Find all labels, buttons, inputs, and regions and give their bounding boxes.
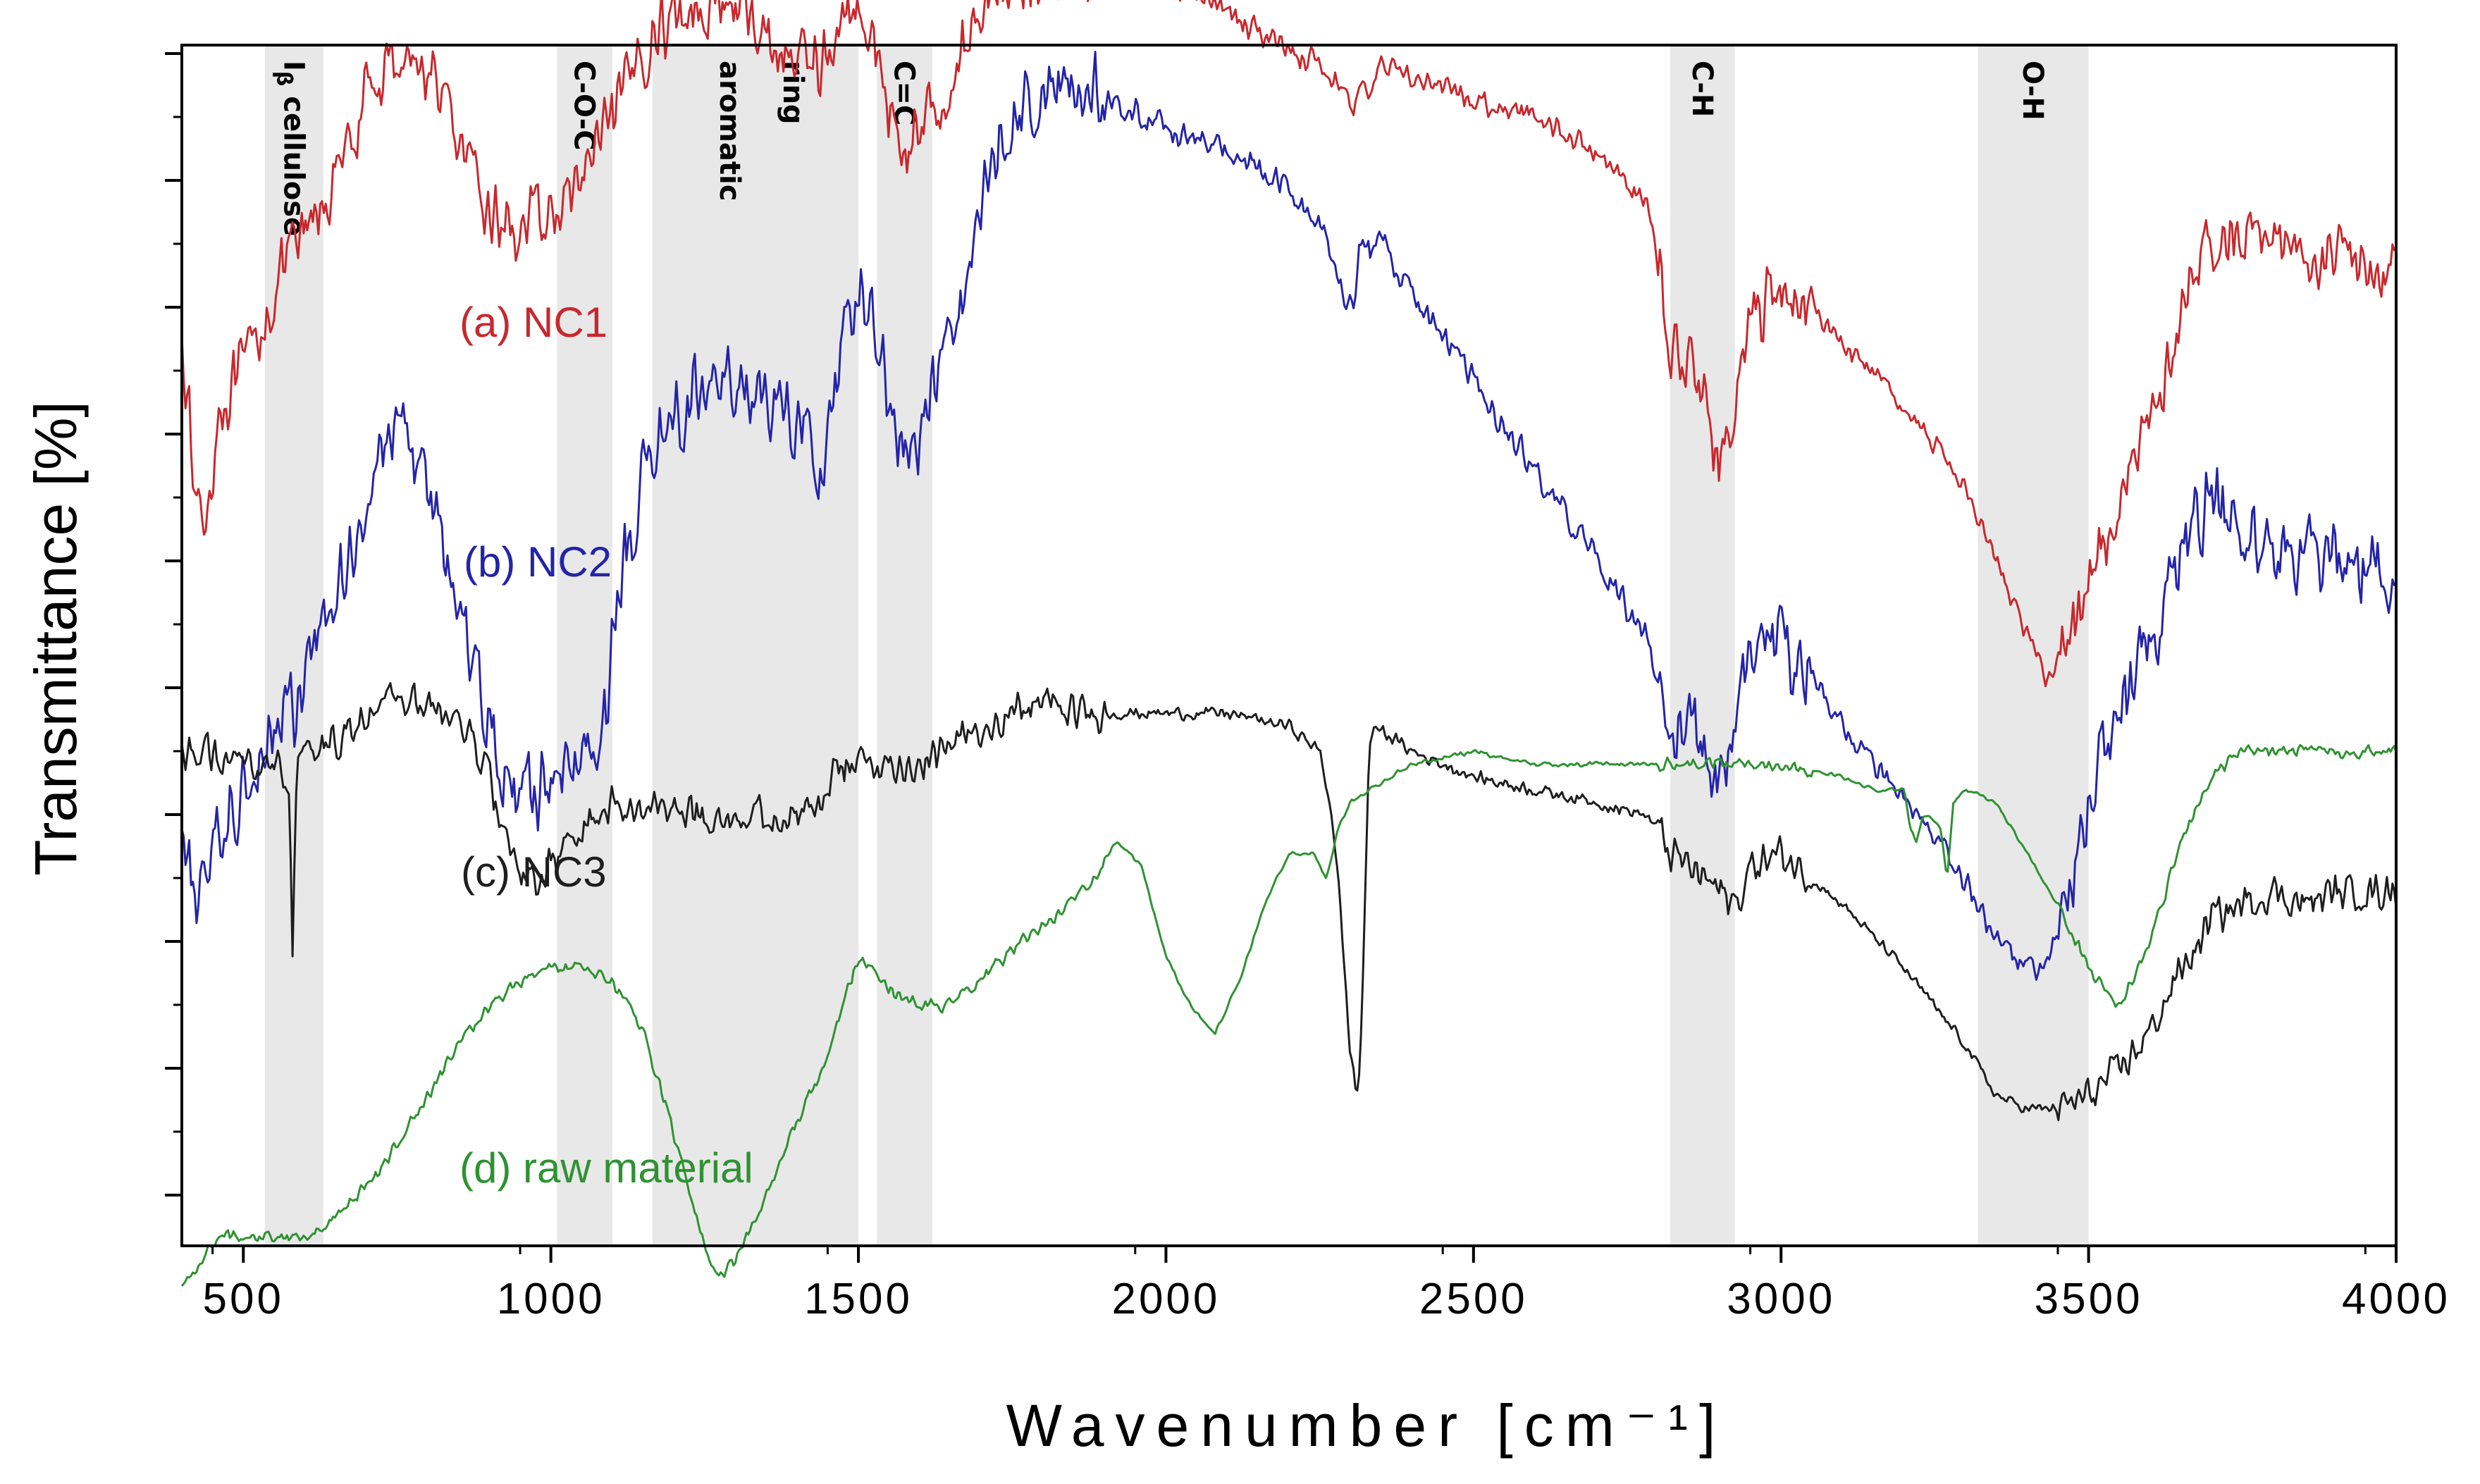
band-label: O-H	[2016, 61, 2049, 120]
band-c-o-c	[557, 45, 612, 1246]
band-label: Iβ cellulose	[271, 61, 309, 236]
y-axis-title: Transmittance [%]	[23, 401, 89, 876]
x-axis-title: Wavenumber [cm⁻¹]	[1006, 1392, 1727, 1459]
series-label-3: (d) raw material	[459, 1144, 753, 1192]
series-label-1: (b) NC2	[464, 538, 612, 586]
series-line-2	[180, 682, 2398, 1122]
x-tick-label: 1500	[804, 1275, 913, 1323]
band-regions	[264, 45, 2089, 1246]
band-c-h	[1670, 45, 1735, 1246]
x-tick-label: 1000	[497, 1275, 605, 1323]
band-aromatic-ring	[652, 45, 859, 1246]
series-line-1	[180, 51, 2398, 981]
series-line-3	[180, 743, 2398, 1287]
series-label-0: (a) NC1	[459, 299, 607, 346]
series-line-0	[180, 0, 2397, 688]
series-label-2: (c) NC3	[461, 848, 607, 896]
band-c-c	[877, 45, 932, 1246]
x-tick-label: 3500	[2035, 1275, 2143, 1323]
x-tick-label: 4000	[2342, 1275, 2450, 1323]
plot-frame	[180, 44, 2398, 1247]
series-labels: (a) NC1 (b) NC2 (c) NC3 (d) raw material	[459, 299, 753, 1192]
y-axis-ticks	[165, 52, 182, 1197]
band-label: C-H	[1686, 61, 1718, 117]
x-axis-ticks: 500 1000 1500 2000 2500 3000 3500 4000	[203, 1246, 2450, 1323]
series-lines	[180, 0, 2398, 1287]
x-tick-label: 500	[203, 1275, 284, 1323]
x-tick-label: 2000	[1111, 1275, 1220, 1323]
x-tick-label: 2500	[1419, 1275, 1528, 1323]
band-label-line: aromatic	[713, 61, 746, 201]
band-labels: Iβ cellulose C-O-C aromatic ring C=C C-H O-H	[271, 61, 2049, 236]
x-tick-label: 3000	[1727, 1275, 1835, 1323]
